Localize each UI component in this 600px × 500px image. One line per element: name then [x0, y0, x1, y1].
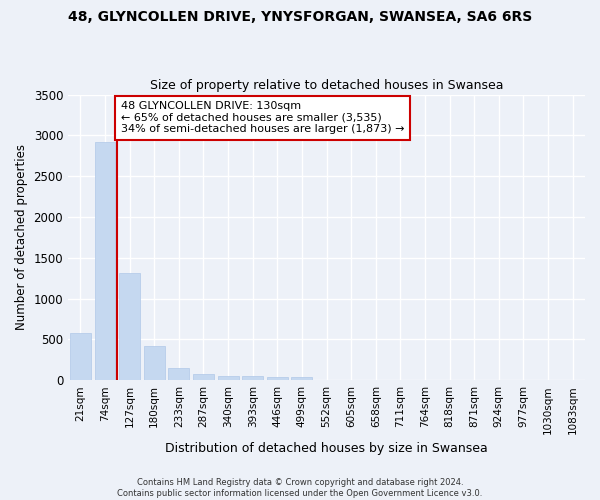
- Bar: [267, 377, 288, 380]
- Title: Size of property relative to detached houses in Swansea: Size of property relative to detached ho…: [150, 79, 503, 92]
- Bar: [144, 346, 164, 380]
- Text: 48, GLYNCOLLEN DRIVE, YNYSFORGAN, SWANSEA, SA6 6RS: 48, GLYNCOLLEN DRIVE, YNYSFORGAN, SWANSE…: [68, 10, 532, 24]
- Bar: [119, 274, 140, 380]
- Bar: [169, 368, 189, 380]
- Text: Contains HM Land Registry data © Crown copyright and database right 2024.
Contai: Contains HM Land Registry data © Crown c…: [118, 478, 482, 498]
- Bar: [218, 376, 239, 380]
- Bar: [242, 376, 263, 380]
- Bar: [292, 378, 313, 380]
- Bar: [70, 334, 91, 380]
- Bar: [95, 142, 115, 380]
- Text: 48 GLYNCOLLEN DRIVE: 130sqm
← 65% of detached houses are smaller (3,535)
34% of : 48 GLYNCOLLEN DRIVE: 130sqm ← 65% of det…: [121, 101, 404, 134]
- X-axis label: Distribution of detached houses by size in Swansea: Distribution of detached houses by size …: [165, 442, 488, 455]
- Y-axis label: Number of detached properties: Number of detached properties: [15, 144, 28, 330]
- Bar: [193, 374, 214, 380]
